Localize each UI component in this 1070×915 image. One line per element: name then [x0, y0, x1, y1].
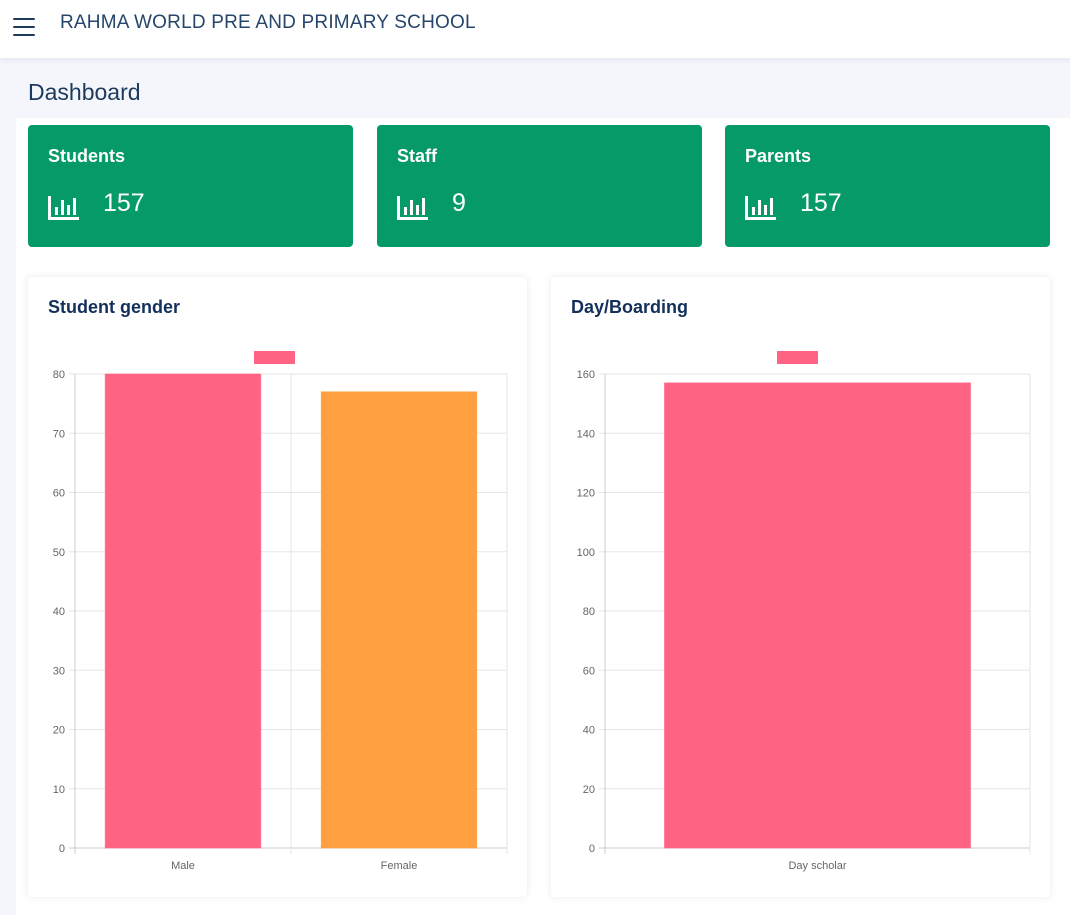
y-tick-label: 0: [59, 843, 65, 855]
y-tick-label: 30: [53, 665, 65, 677]
y-tick-label: 50: [53, 547, 65, 559]
chart-card-day-boarding: Day/Boarding 0 20 40 60 80 100 120 140 160 Day sc…: [551, 277, 1050, 897]
stat-value: 157: [800, 189, 842, 217]
y-tick-label: 160: [577, 369, 595, 381]
page-title: Dashboard: [28, 79, 141, 105]
y-tick-label: 70: [53, 428, 65, 440]
x-tick-label: Male: [171, 860, 195, 872]
legend-swatch[interactable]: [777, 351, 818, 364]
x-tick-label: Day scholar: [788, 860, 846, 872]
bar-male[interactable]: [104, 373, 262, 849]
day-boarding-chart: 0 20 40 60 80 100 120 140 160 Day scholar: [577, 351, 1031, 872]
bar-chart-icon: [397, 194, 429, 220]
y-tick-label: 140: [577, 428, 595, 440]
y-tick-label: 80: [53, 369, 65, 381]
stat-label: Students: [48, 146, 126, 166]
stat-card-parents[interactable]: Parents 157: [725, 125, 1050, 247]
hamburger-menu-icon[interactable]: [13, 16, 35, 38]
student-gender-chart: 0 10 20 30 40 50 60 70 80 Male Female: [53, 351, 508, 872]
bar-chart-icon: [48, 194, 80, 220]
y-tick-label: 60: [53, 488, 65, 500]
stat-value: 157: [103, 189, 145, 217]
stat-value: 9: [452, 189, 466, 217]
y-tick-label: 60: [583, 665, 595, 677]
chart-title: Student gender: [48, 297, 181, 317]
stat-card-students[interactable]: Students 157: [28, 125, 353, 247]
bar-chart-icon: [745, 194, 777, 220]
school-name: RAHMA WORLD PRE AND PRIMARY SCHOOL: [60, 12, 476, 33]
chart-title: Day/Boarding: [571, 297, 689, 317]
bar-day-scholar[interactable]: [664, 382, 971, 849]
stat-label: Parents: [745, 146, 812, 166]
y-tick-label: 20: [53, 725, 65, 737]
y-tick-label: 40: [53, 606, 65, 618]
y-tick-label: 40: [583, 725, 595, 737]
chart-card-student-gender: Student gender 0 10 20 30 40 50 60 70 80 Male Fema…: [28, 277, 527, 897]
y-tick-label: 20: [583, 784, 595, 796]
y-tick-label: 0: [589, 843, 595, 855]
y-tick-label: 80: [583, 606, 595, 618]
y-tick-label: 100: [577, 547, 595, 559]
top-bar: RAHMA WORLD PRE AND PRIMARY SCHOOL: [0, 0, 1070, 58]
y-tick-label: 120: [577, 488, 595, 500]
x-tick-label: Female: [381, 860, 418, 872]
y-tick-label: 10: [53, 784, 65, 796]
stat-label: Staff: [397, 146, 437, 166]
stat-card-staff[interactable]: Staff 9: [377, 125, 702, 247]
bar-female[interactable]: [320, 391, 478, 849]
legend-swatch[interactable]: [254, 351, 295, 364]
